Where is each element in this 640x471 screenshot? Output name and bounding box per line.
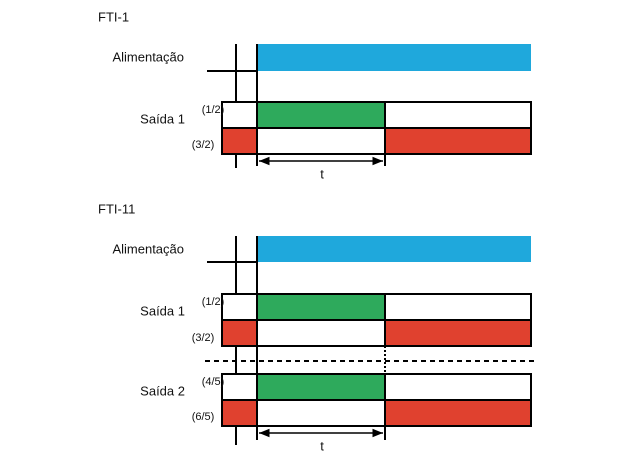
output-label: Saída 1 xyxy=(140,111,185,126)
power-bar xyxy=(257,236,531,262)
section-title: FTI-1 xyxy=(98,9,129,24)
output-label: Saída 1 xyxy=(140,303,185,318)
output-rows xyxy=(221,293,532,427)
contact-label: (1/2) xyxy=(202,104,225,116)
power-label: Alimentação xyxy=(112,49,184,64)
contact-label: (4/5) xyxy=(202,376,225,388)
time-label: t xyxy=(320,438,324,453)
section-title: FTI-11 xyxy=(98,201,135,216)
power-label: Alimentação xyxy=(112,241,184,256)
output-label: Saída 2 xyxy=(140,383,185,398)
contact-label: (3/2) xyxy=(192,139,215,151)
output-rows xyxy=(221,101,532,155)
time-label: t xyxy=(320,166,324,181)
contact-label: (6/5) xyxy=(192,411,215,423)
contact-label: (1/2) xyxy=(202,296,225,308)
power-bar xyxy=(257,44,531,71)
contact-label: (3/2) xyxy=(192,332,215,344)
